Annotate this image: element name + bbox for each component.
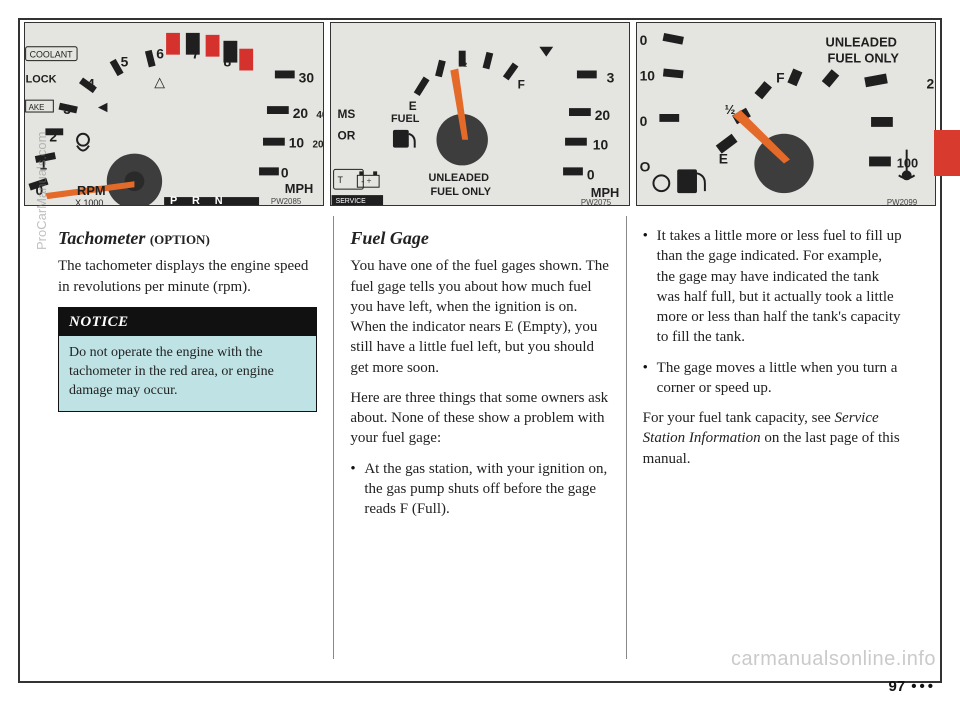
column-1: Tachometer (OPTION) The tachometer displ… xyxy=(42,216,333,659)
watermark: carmanualsonline.info xyxy=(731,648,936,671)
svg-text:0: 0 xyxy=(640,113,648,129)
svg-text:10: 10 xyxy=(289,135,305,151)
svg-text:RPM: RPM xyxy=(77,183,106,198)
svg-text:△: △ xyxy=(154,74,165,89)
page-number-dots: ••• xyxy=(911,678,936,695)
svg-text:COOLANT: COOLANT xyxy=(30,50,74,60)
svg-text:½: ½ xyxy=(725,102,736,117)
svg-text:- +: - + xyxy=(361,176,371,186)
svg-text:P R N: P R N xyxy=(170,195,228,205)
svg-text:0: 0 xyxy=(587,166,595,182)
svg-text:10: 10 xyxy=(640,67,656,83)
svg-text:E: E xyxy=(409,99,417,113)
svg-text:UNLEADED: UNLEADED xyxy=(429,172,490,184)
svg-text:20: 20 xyxy=(293,105,309,121)
bullet-3: The gage moves a little when you turn a … xyxy=(643,358,902,399)
bullet-2: It takes a little more or less fuel to f… xyxy=(643,226,902,348)
fuel-small-svg: MS OR T - + SERVICE E ½ F FUEL xyxy=(331,23,629,205)
svg-text:40: 40 xyxy=(316,110,323,121)
svg-text:10: 10 xyxy=(593,137,609,153)
bullet-1: At the gas station, with your ignition o… xyxy=(350,459,609,520)
svg-text:UNLEADED: UNLEADED xyxy=(826,35,897,50)
svg-text:X 1000: X 1000 xyxy=(75,198,103,205)
notice-body: Do not operate the engine with the tacho… xyxy=(59,336,316,411)
svg-text:30: 30 xyxy=(299,69,315,85)
svg-text:0: 0 xyxy=(281,164,289,180)
svg-text:FUEL: FUEL xyxy=(391,113,420,125)
svg-text:MS: MS xyxy=(338,107,356,121)
svg-text:T: T xyxy=(338,175,344,185)
svg-text:FUEL ONLY: FUEL ONLY xyxy=(431,186,492,198)
notice-heading: NOTICE xyxy=(59,308,316,336)
svg-text:6: 6 xyxy=(156,46,164,62)
fuel-gauge-large-panel: 0 10 0 O UNLEADED FUEL ONLY F ½ xyxy=(636,22,936,206)
side-watermark: ProCarManuals.com xyxy=(34,132,49,251)
fuel-bullets-start: At the gas station, with your ignition o… xyxy=(350,459,609,520)
svg-text:5: 5 xyxy=(121,54,129,70)
tail-text-1: For your fuel tank capacity, see xyxy=(643,410,835,426)
svg-text:20: 20 xyxy=(595,107,611,123)
tachometer-panel: 0 1 2 3 4 5 6 7 8 xyxy=(24,22,324,206)
svg-text:F: F xyxy=(776,69,784,85)
svg-text:0: 0 xyxy=(640,32,648,48)
fuel-gauge-small-panel: MS OR T - + SERVICE E ½ F FUEL xyxy=(330,22,630,206)
fuel-bullets-cont: It takes a little more or less fuel to f… xyxy=(643,226,902,398)
content-columns: Tachometer (OPTION) The tachometer displ… xyxy=(42,216,918,659)
fuel-para-2: Here are three things that some owners a… xyxy=(350,388,609,449)
tach-heading-text: Tachometer xyxy=(58,228,145,248)
gauges-row: 0 1 2 3 4 5 6 7 8 xyxy=(24,22,936,206)
svg-text:PW2099: PW2099 xyxy=(887,198,918,205)
fuel-large-svg: 0 10 0 O UNLEADED FUEL ONLY F ½ xyxy=(637,23,935,205)
svg-text:3: 3 xyxy=(607,69,615,85)
svg-text:O: O xyxy=(640,158,651,174)
column-2: Fuel Gage You have one of the fuel gages… xyxy=(333,216,625,659)
red-edge-tab xyxy=(934,130,960,176)
tach-heading-option: (OPTION) xyxy=(150,232,210,247)
fuel-para-1: You have one of the fuel gages shown. Th… xyxy=(350,256,609,378)
svg-text:20: 20 xyxy=(312,140,323,151)
svg-text:F: F xyxy=(518,77,525,91)
tachometer-svg: 0 1 2 3 4 5 6 7 8 xyxy=(25,23,323,205)
column-3: It takes a little more or less fuel to f… xyxy=(626,216,918,659)
fuel-gage-heading: Fuel Gage xyxy=(350,226,609,250)
svg-text:SERVICE: SERVICE xyxy=(336,198,367,205)
svg-text:FUEL ONLY: FUEL ONLY xyxy=(828,51,900,66)
tail-paragraph: For your fuel tank capacity, see Service… xyxy=(643,408,902,469)
notice-box: NOTICE Do not operate the engine with th… xyxy=(58,307,317,412)
svg-text:MPH: MPH xyxy=(285,181,314,196)
svg-text:LOCK: LOCK xyxy=(26,73,57,85)
svg-text:AKE: AKE xyxy=(29,103,45,112)
tachometer-heading: Tachometer (OPTION) xyxy=(58,226,317,250)
page-number-value: 97 xyxy=(889,678,906,695)
svg-text:½: ½ xyxy=(458,58,467,70)
svg-text:PW2085: PW2085 xyxy=(271,197,302,205)
svg-text:PW2075: PW2075 xyxy=(581,198,612,205)
page-number: 97 ••• xyxy=(889,678,936,695)
svg-text:◄: ◄ xyxy=(95,99,111,116)
svg-text:OR: OR xyxy=(338,129,356,143)
svg-text:2: 2 xyxy=(926,75,934,91)
svg-text:E: E xyxy=(719,150,728,166)
tach-paragraph: The tachometer displays the engine speed… xyxy=(58,256,317,297)
